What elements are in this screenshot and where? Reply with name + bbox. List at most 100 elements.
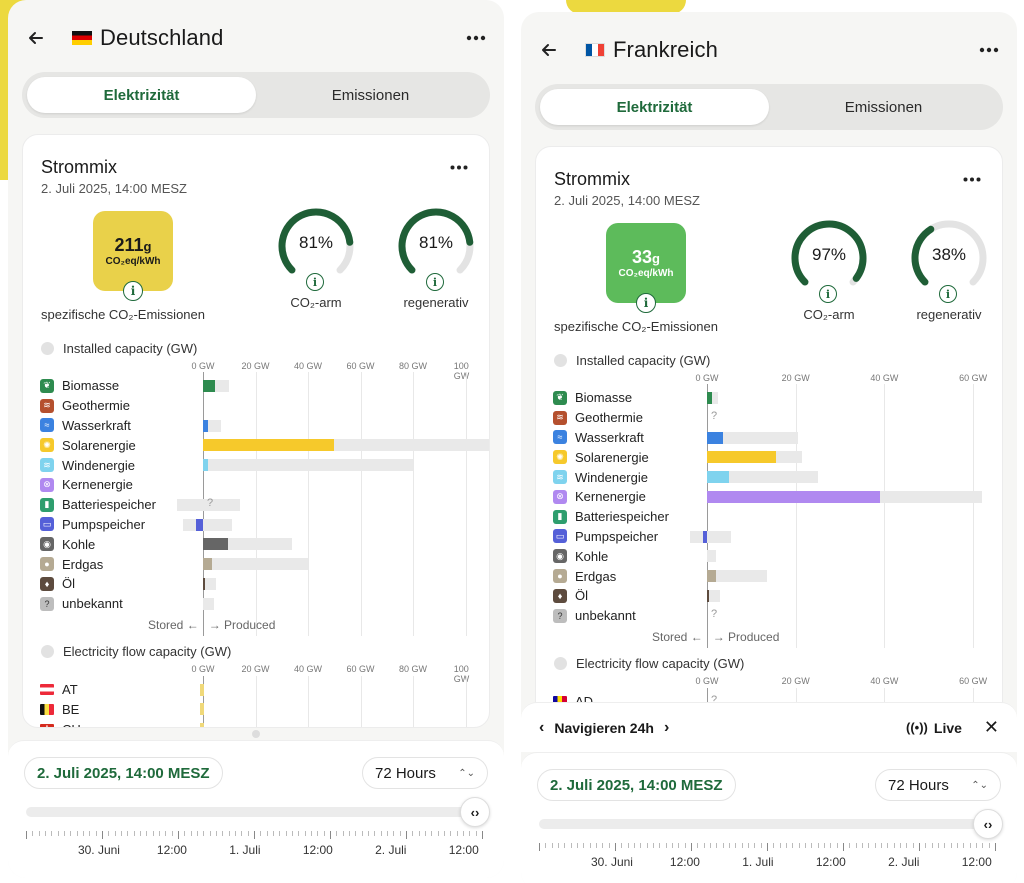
axis-tick-label: 20 GW	[781, 675, 810, 686]
source-row[interactable]: ♦ Öl	[23, 574, 489, 594]
source-label: Geothermie	[62, 398, 130, 414]
info-icon[interactable]: i	[426, 273, 444, 291]
info-icon[interactable]: i	[939, 285, 957, 303]
navigate-24h-label[interactable]: Navigieren 24h	[554, 719, 654, 736]
co2-gram-unit: g	[652, 251, 660, 266]
source-row[interactable]: ◉ Kohle	[23, 534, 489, 554]
source-row[interactable]: ≈ Wasserkraft	[536, 428, 1002, 448]
info-icon[interactable]: i	[306, 273, 324, 291]
timeline-tick	[399, 831, 401, 836]
source-row[interactable]: ▮ Batteriespeicher	[536, 507, 1002, 527]
timeline-handle[interactable]: ‹›	[973, 809, 1003, 839]
source-row[interactable]: ⊗ Kernenergie	[23, 475, 489, 495]
chevron-left-icon[interactable]: ‹	[539, 718, 545, 736]
tab-elektrizitaet[interactable]: Elektrizität	[27, 77, 256, 113]
time-range-select[interactable]: 72 Hours ⌃⌄	[362, 757, 488, 789]
tab-emissionen[interactable]: Emissionen	[844, 98, 923, 116]
timeline-tick	[779, 843, 781, 848]
flow-row[interactable]: BE	[23, 699, 489, 719]
flow-row[interactable]: + CH	[23, 719, 489, 727]
source-row[interactable]: ● Erdgas	[23, 554, 489, 574]
timeline-tick	[89, 831, 91, 836]
source-row[interactable]: ⊗ Kernenergie	[536, 487, 1002, 507]
source-row[interactable]: ≋ Geothermie?	[536, 408, 1002, 428]
panel-header: Frankreich	[535, 30, 1003, 70]
card-more-icon[interactable]	[960, 167, 984, 191]
timeline-tick	[121, 831, 122, 836]
source-row[interactable]: ? unbekannt?	[536, 606, 1002, 626]
timeline-tick	[437, 831, 439, 836]
source-row[interactable]: ≋ Geothermie	[23, 396, 489, 416]
info-icon[interactable]: i	[636, 293, 656, 313]
panel-header: Deutschland	[22, 18, 490, 58]
timeline-tick	[64, 831, 65, 836]
broadcast-icon: ((•))	[906, 720, 928, 735]
section-toggle-dot[interactable]	[554, 656, 567, 670]
source-row[interactable]: ● Erdgas	[536, 566, 1002, 586]
produced-label: → Produced	[208, 617, 276, 632]
source-row[interactable]: ❦ Biomasse	[536, 388, 1002, 408]
source-row[interactable]: ✺ Solarenergie	[536, 447, 1002, 467]
tab-emissionen[interactable]: Emissionen	[331, 86, 410, 104]
tab-elektrizitaet[interactable]: Elektrizität	[540, 89, 769, 125]
section-toggle-dot[interactable]	[41, 644, 54, 658]
source-row[interactable]: ≋ Windenergie	[23, 455, 489, 475]
source-row[interactable]: ▭ Pumpspeicher	[23, 515, 489, 535]
close-icon[interactable]: ✕	[983, 717, 999, 737]
time-range-select[interactable]: 72 Hours ⌃⌄	[875, 769, 1001, 801]
capacity-rows: ❦ Biomasse ≋ Geothermie ≈ Wasserkraft ✺ Solaren…	[23, 376, 489, 614]
timeline-track[interactable]	[539, 819, 995, 829]
timeline-tick	[247, 831, 249, 836]
timeline-handle[interactable]: ‹›	[460, 797, 490, 827]
timeline-tick	[374, 831, 376, 836]
biomass-icon: ❦	[553, 390, 567, 405]
flow-bar	[200, 683, 204, 696]
flow-bar	[200, 723, 204, 727]
source-row[interactable]: ? unbekannt	[23, 594, 489, 614]
back-arrow-icon[interactable]	[535, 36, 563, 64]
section-toggle-dot[interactable]	[41, 342, 54, 355]
selected-date-pill[interactable]: 2. Juli 2025, 14:00 MESZ	[537, 769, 736, 801]
wind-icon: ≋	[553, 470, 567, 485]
section-toggle-dot[interactable]	[554, 354, 567, 367]
source-row[interactable]: ◉ Kohle	[536, 546, 1002, 566]
drag-handle[interactable]	[252, 730, 260, 738]
timeline-tick	[830, 843, 832, 848]
source-row[interactable]: ❦ Biomasse	[23, 376, 489, 396]
source-row[interactable]: ♦ Öl	[536, 586, 1002, 606]
info-icon[interactable]: i	[123, 281, 143, 301]
installed-capacity-label: Installed capacity (GW)	[576, 353, 711, 368]
info-icon[interactable]: i	[819, 285, 837, 303]
time-range-label: 72 Hours	[888, 776, 949, 794]
strommix-card: Strommix 2. Juli 2025, 14:00 MESZ 211g CO₂e…	[22, 134, 490, 728]
more-options-icon[interactable]	[462, 24, 490, 52]
flow-bar	[200, 703, 204, 716]
flow-row[interactable]: AT	[23, 680, 489, 700]
selected-date-pill[interactable]: 2. Juli 2025, 14:00 MESZ	[24, 757, 223, 789]
timeline-track[interactable]	[26, 807, 482, 817]
flag-be-icon	[40, 703, 54, 715]
timeline-tick	[564, 843, 566, 848]
oil-icon: ♦	[40, 576, 54, 591]
capacity-bar	[203, 597, 214, 610]
capacity-bar	[203, 459, 413, 472]
source-row[interactable]: ≈ Wasserkraft	[23, 416, 489, 436]
pump-icon: ▭	[553, 529, 567, 544]
back-arrow-icon[interactable]	[22, 24, 50, 52]
timeline-tick	[469, 831, 471, 836]
gridline	[360, 372, 362, 636]
card-title: Strommix	[554, 169, 630, 189]
chevron-right-icon[interactable]: ›	[663, 718, 670, 736]
water-icon: ≈	[553, 430, 567, 445]
timeline-tick	[925, 843, 927, 848]
source-row[interactable]: ✺ Solarenergie	[23, 435, 489, 455]
timeline-tick	[824, 843, 825, 848]
live-button[interactable]: ((•)) Live	[906, 720, 962, 736]
card-more-icon[interactable]	[447, 155, 471, 179]
more-options-icon[interactable]	[975, 36, 1003, 64]
source-row[interactable]: ▭ Pumpspeicher	[536, 527, 1002, 547]
capacity-bar	[707, 530, 732, 543]
source-row[interactable]: ≋ Windenergie	[536, 467, 1002, 487]
production-bar	[707, 451, 776, 464]
source-row[interactable]: ▮ Batteriespeicher?	[23, 495, 489, 515]
